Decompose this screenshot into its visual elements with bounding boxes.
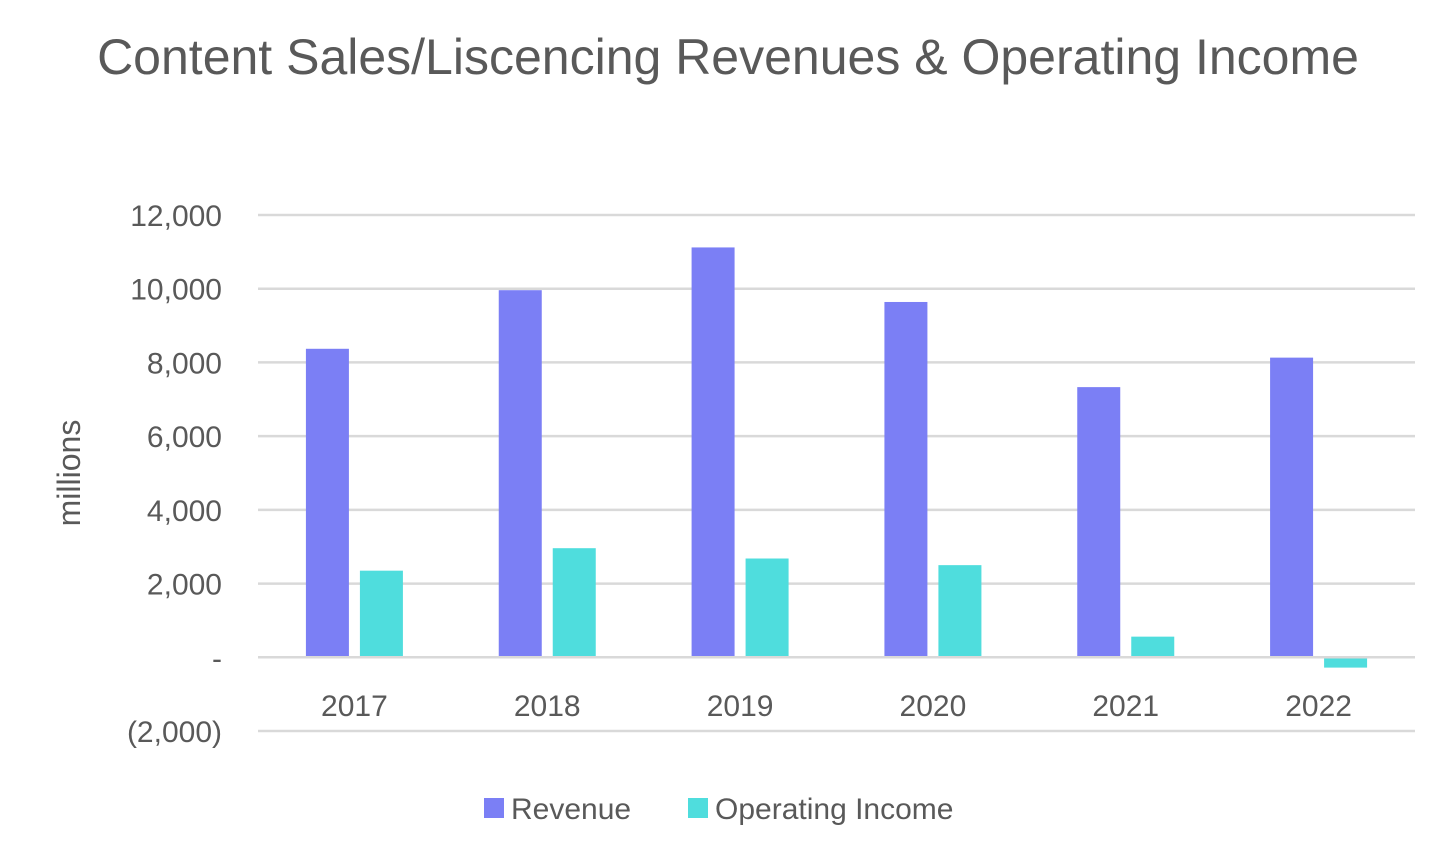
operating-income-bar [552, 548, 596, 658]
y-tick-label: - [212, 642, 222, 675]
revenue-bar [1077, 387, 1121, 658]
y-tick-label: 10,000 [130, 274, 222, 307]
y-tick-label: 12,000 [130, 200, 222, 233]
y-tick-label: (2,000) [127, 716, 222, 749]
legend-operating-income-label: Operating Income [715, 793, 953, 826]
chart-title: Content Sales/Liscencing Revenues & Oper… [97, 29, 1359, 85]
revenue-bar [498, 290, 542, 658]
operating-income-bar [938, 565, 982, 658]
legend-revenue-label: Revenue [511, 793, 631, 826]
x-tick-label: 2018 [514, 690, 581, 723]
operating-income-bar [1131, 636, 1175, 658]
revenue-bar [884, 301, 928, 658]
x-tick-label: 2022 [1285, 690, 1352, 723]
y-tick-label: 4,000 [147, 495, 222, 528]
x-tick-label: 2019 [707, 690, 774, 723]
operating-income-bar [745, 558, 789, 658]
legend-operating-income-swatch [688, 798, 708, 818]
operating-income-bar [1324, 657, 1368, 668]
revenue-bar [305, 348, 349, 658]
y-axis-title: millions [51, 420, 87, 527]
revenue-bar [1270, 357, 1314, 658]
legend-revenue-swatch [484, 798, 504, 818]
y-tick-label: 8,000 [147, 347, 222, 380]
x-tick-label: 2020 [900, 690, 967, 723]
x-tick-label: 2017 [321, 690, 388, 723]
y-tick-label: 2,000 [147, 569, 222, 602]
y-tick-label: 6,000 [147, 421, 222, 454]
operating-income-bar [359, 570, 403, 658]
revenue-bar [691, 247, 735, 658]
x-tick-label: 2021 [1092, 690, 1159, 723]
